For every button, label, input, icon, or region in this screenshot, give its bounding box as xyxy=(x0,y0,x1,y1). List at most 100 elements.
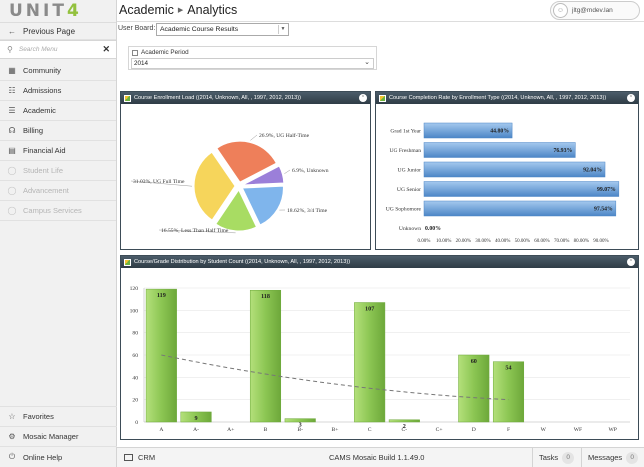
x-tick-label: 90.00% xyxy=(593,239,608,244)
previous-page-button[interactable]: ← Previous Page xyxy=(0,22,116,40)
x-tick-label: WF xyxy=(574,427,582,433)
financial-aid-icon: ▤ xyxy=(8,146,16,155)
student-life-icon: ◯ xyxy=(7,166,17,175)
sidebar-item-label: Community xyxy=(23,66,61,75)
pie-slice-label: 16.55%, Less Than Half Time xyxy=(161,227,229,234)
value-label: 60 xyxy=(471,358,477,365)
x-tick-label: 20.00% xyxy=(456,239,471,244)
category-label: UG Junior xyxy=(398,168,422,174)
mosaic-manager-button[interactable]: ⚙ Mosaic Manager xyxy=(0,426,117,446)
x-tick-label: C xyxy=(368,427,372,433)
user-menu-button[interactable]: ☺ jltg@mdev.lan xyxy=(550,1,640,20)
y-tick-label: 0 xyxy=(135,420,138,426)
y-tick-label: 120 xyxy=(130,286,139,292)
sidebar-item-billing[interactable]: ☊ Billing xyxy=(0,121,116,141)
unit4-logo[interactable]: UNIT4 xyxy=(9,1,82,21)
pie-slice xyxy=(193,151,236,221)
y-tick-label: 100 xyxy=(130,308,139,314)
value-label: 107 xyxy=(365,306,374,313)
campus-services-icon: ◯ xyxy=(7,206,17,215)
messages-button[interactable]: Messages 0 xyxy=(581,448,644,467)
breadcrumb: Academic ▶ Analytics xyxy=(119,3,237,17)
sidebar-item-financial-aid[interactable]: ▤ Financial Aid xyxy=(0,141,116,161)
completion-rate-panel: Course Completion Rate by Enrollment Typ… xyxy=(375,91,639,250)
search-menu[interactable]: ⚲ Search Menu ✕ xyxy=(0,40,116,59)
completion-rate-chart: Grad 1st Year 44.80% UG Freshman 76.93% UG J… xyxy=(386,122,620,244)
build-version: CAMS Mosaic Build 1.1.49.0 xyxy=(329,453,425,462)
bottom-nav: ☆ Favorites ⚙ Mosaic Manager ⏻ Online He… xyxy=(0,406,117,467)
category-label: UG Freshman xyxy=(389,148,421,154)
x-tick-label: B+ xyxy=(331,427,338,433)
arrow-left-icon: ← xyxy=(8,26,16,36)
collapse-icon[interactable]: ⌃ xyxy=(359,94,367,102)
crm-icon xyxy=(124,454,133,461)
academic-period-select[interactable]: 2014 ⌄ xyxy=(131,58,374,69)
grade-bar xyxy=(284,418,316,423)
x-tick-label: A+ xyxy=(227,427,234,433)
online-help-button[interactable]: ⏻ Online Help xyxy=(0,446,117,467)
chart-icon xyxy=(124,258,131,266)
tasks-button[interactable]: Tasks 0 xyxy=(532,448,578,467)
value-label: 54 xyxy=(505,365,511,372)
breadcrumb-academic[interactable]: Academic xyxy=(119,3,174,17)
sidebar-item-label: Admissions xyxy=(23,86,62,95)
x-tick-label: 80.00% xyxy=(574,239,589,244)
sidebar-item-academic[interactable]: ☰ Academic xyxy=(0,101,116,121)
x-tick-label: F xyxy=(507,427,510,433)
x-tick-label: B xyxy=(264,427,268,433)
pie-leader-line xyxy=(250,134,258,141)
online-help-label: Online Help xyxy=(23,452,63,462)
grade-bar xyxy=(388,419,420,423)
sidebar-item-admissions[interactable]: ☷ Admissions xyxy=(0,81,116,101)
pie-slice-label: 18.62%, 3/4 Time xyxy=(287,208,328,214)
breadcrumb-analytics: Analytics xyxy=(187,3,238,17)
panel-title: Course Completion Rate by Enrollment Typ… xyxy=(389,95,607,101)
crm-button[interactable]: CRM xyxy=(124,453,155,462)
star-icon: ☆ xyxy=(8,412,16,421)
category-label: Unknown xyxy=(399,226,421,232)
x-tick-label: C- xyxy=(402,427,408,433)
academic-period-label: Academic Period xyxy=(141,49,189,56)
grade-bar xyxy=(249,289,282,423)
category-label: UG Senior xyxy=(397,187,421,193)
panel-header: Course Completion Rate by Enrollment Typ… xyxy=(376,92,638,104)
dropdown-arrow-icon: ▼ xyxy=(278,25,287,34)
pie-leader-line xyxy=(158,229,236,234)
sidebar-item-campus-services: ◯ Campus Services xyxy=(0,201,116,221)
pie-slice-label: 6.9%, Unknown xyxy=(292,168,329,174)
sidebar-item-label: Student Life xyxy=(23,166,64,175)
pie-slice xyxy=(242,165,285,186)
x-tick-label: 50.00% xyxy=(515,239,530,244)
header: Academic ▶ Analytics ☺ jltg@mdev.lan xyxy=(117,0,644,22)
user-name: jltg@mdev.lan xyxy=(572,7,613,14)
category-label: Grad 1st Year xyxy=(390,129,421,135)
grade-distribution-panel: Course/Grade Distribution by Student Cou… xyxy=(120,255,639,440)
chevron-down-icon: ⌄ xyxy=(364,59,370,66)
y-tick-label: 60 xyxy=(132,353,138,359)
value-label: 118 xyxy=(261,293,270,300)
y-tick-label: 80 xyxy=(132,331,138,337)
completion-bar xyxy=(423,161,606,178)
enrollment-pie-chart: 26.9%, UG Half-Time 6.9%, Unknown 18.62%, … xyxy=(130,132,329,234)
category-label: UG Sophomore xyxy=(386,207,422,213)
value-label: 92.04% xyxy=(583,168,602,174)
sidebar-item-label: Billing xyxy=(23,126,44,135)
panel-title: Course Enrollment Load ((2014, Unknown, … xyxy=(134,95,301,101)
academic-icon: ☰ xyxy=(8,106,16,115)
gear-icon: ⚙ xyxy=(8,432,16,441)
pie-leader-line xyxy=(130,180,193,187)
value-label: 2 xyxy=(403,423,406,430)
clear-search-icon[interactable]: ✕ xyxy=(102,44,110,54)
x-tick-label: 10.00% xyxy=(436,239,451,244)
chart-icon xyxy=(124,94,131,102)
collapse-icon[interactable]: ⌃ xyxy=(627,258,635,266)
sidebar-item-label: Financial Aid xyxy=(23,146,66,155)
collapse-icon[interactable]: ⌃ xyxy=(627,94,635,102)
favorites-button[interactable]: ☆ Favorites xyxy=(0,406,117,426)
x-tick-label: D xyxy=(472,427,476,433)
search-input[interactable]: Search Menu xyxy=(18,46,58,53)
admissions-icon: ☷ xyxy=(8,86,16,95)
user-board-select[interactable]: Academic Course Results ▼ xyxy=(156,23,289,36)
sidebar-item-community[interactable]: ▦ Community xyxy=(0,61,116,81)
